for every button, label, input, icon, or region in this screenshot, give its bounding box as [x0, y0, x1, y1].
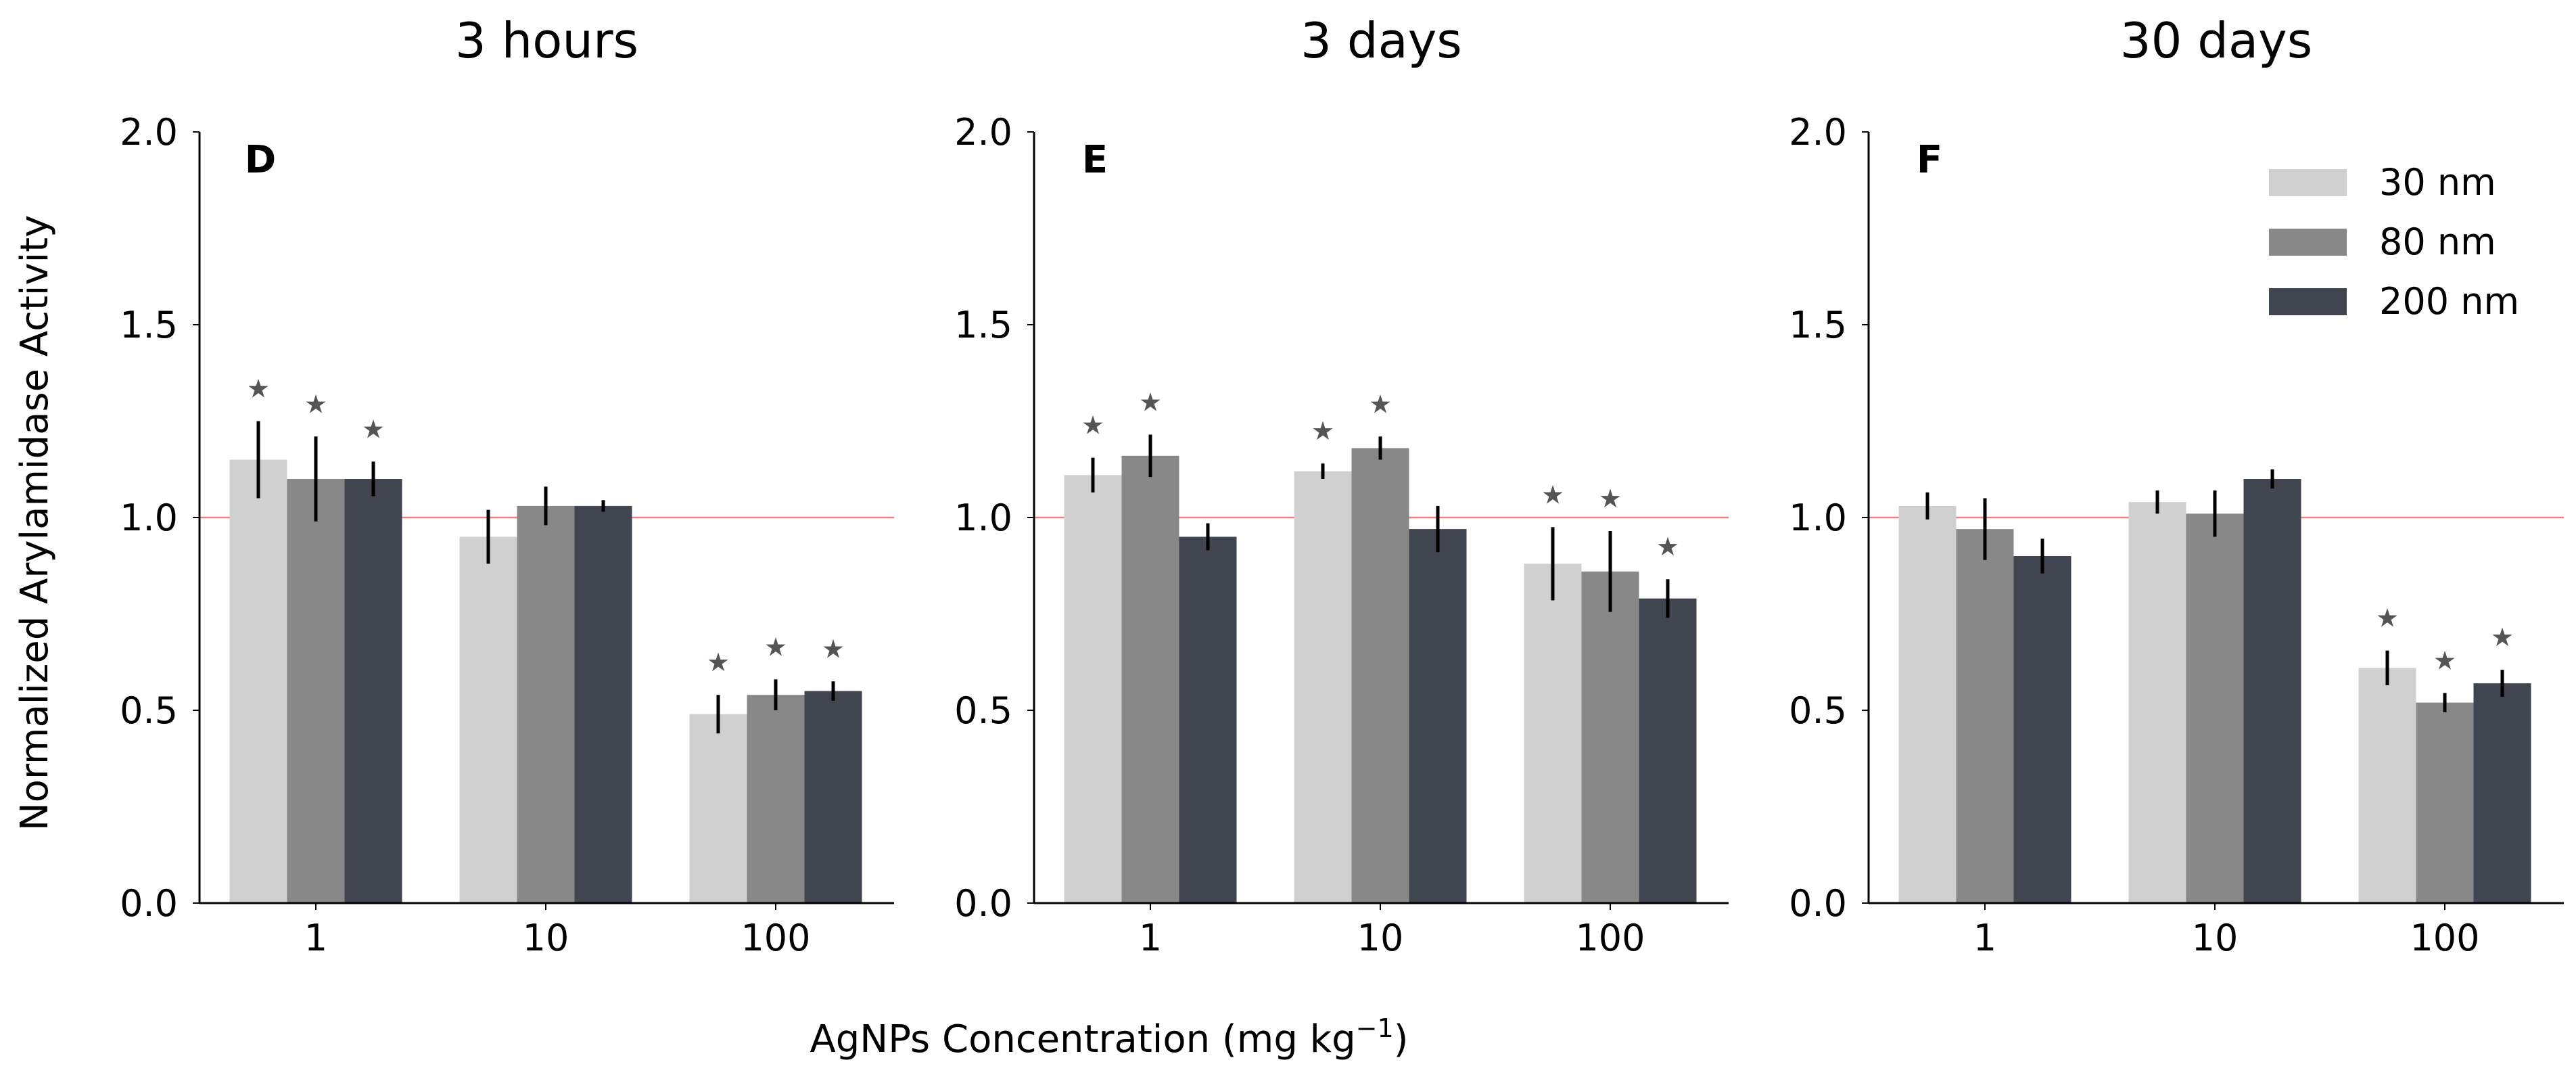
bar	[1351, 448, 1409, 903]
y-tick-label: 1.0	[120, 497, 178, 539]
significance-star: ★	[1139, 387, 1162, 417]
bar	[1524, 564, 1582, 903]
bar	[689, 714, 747, 903]
significance-star: ★	[707, 647, 730, 677]
panel-letter: F	[1917, 138, 1942, 182]
x-tick-label: 100	[2410, 917, 2479, 959]
bar	[344, 479, 402, 903]
y-axis-title: Normalized Arylamidase Activity	[13, 215, 57, 831]
y-tick-label: 2.0	[1789, 111, 1847, 154]
bar	[2473, 683, 2531, 903]
y-tick-label: 0.0	[120, 882, 178, 925]
chart-panel: 30 days F 0.0 0.5 1.0 1.5 2.0 1 10 ★ ★ ★ 100	[1789, 12, 2564, 959]
bar	[804, 691, 862, 903]
significance-star: ★	[822, 634, 845, 664]
y-tick-label: 2.0	[120, 111, 178, 154]
x-tick-label: 100	[1575, 917, 1645, 959]
significance-star: ★	[1599, 484, 1622, 513]
bar	[747, 695, 805, 903]
panel-title: 3 days	[1301, 12, 1462, 69]
y-tick-label: 1.0	[1789, 497, 1847, 539]
x-tick-label: 10	[523, 917, 569, 959]
significance-star: ★	[362, 414, 385, 444]
legend-label: 30 nm	[2379, 161, 2496, 204]
x-tick-label: 100	[741, 917, 810, 959]
x-axis-title-main: AgNPs Concentration (mg kg	[810, 1017, 1355, 1061]
significance-star: ★	[1081, 411, 1104, 440]
y-tick-label: 1.5	[954, 304, 1012, 346]
legend-swatch	[2269, 169, 2347, 196]
bar	[2416, 702, 2474, 903]
bar	[2013, 556, 2071, 903]
x-axis-title: AgNPs Concentration (mg kg−1)	[810, 1013, 1408, 1061]
x-axis-title-unit-exponent: −1	[1356, 1013, 1394, 1043]
x-tick-label: 10	[1357, 917, 1404, 959]
y-tick-label: 0.5	[1789, 689, 1847, 732]
y-tick-label: 1.0	[954, 497, 1012, 539]
panel-title: 30 days	[2120, 12, 2312, 69]
legend-label: 80 nm	[2379, 221, 2496, 263]
y-tick-label: 0.0	[1789, 882, 1847, 925]
bar	[1064, 475, 1122, 903]
bar	[1956, 529, 2014, 903]
x-axis-title-end: )	[1394, 1017, 1409, 1061]
chart-panel: 3 hours D 0.0 0.5 1.0 1.5 2.0 ★ ★ ★ 1 10 ★ ★ ★ 100	[120, 12, 894, 959]
bar	[229, 459, 287, 903]
legend: 30 nm 80 nm 200 nm	[2269, 161, 2519, 323]
panel-title: 3 hours	[455, 12, 638, 69]
significance-star: ★	[2433, 645, 2456, 675]
bar	[2186, 513, 2244, 903]
y-tick-label: 2.0	[954, 111, 1012, 154]
bar	[2243, 479, 2301, 903]
bar	[1409, 529, 1467, 903]
significance-star: ★	[304, 389, 327, 419]
bar	[1898, 505, 1957, 903]
significance-star: ★	[1369, 389, 1392, 419]
significance-star: ★	[1541, 480, 1564, 509]
significance-star: ★	[247, 374, 270, 404]
bar	[517, 505, 575, 903]
x-tick-label: 1	[304, 917, 327, 959]
y-tick-label: 1.5	[1789, 304, 1847, 346]
legend-label: 200 nm	[2379, 280, 2519, 323]
significance-star: ★	[1656, 532, 1679, 561]
bar	[1179, 536, 1237, 903]
y-tick-label: 0.5	[954, 689, 1012, 732]
legend-swatch	[2269, 288, 2347, 315]
panel-letter: D	[245, 138, 276, 182]
y-tick-label: 0.0	[954, 882, 1012, 925]
bar	[459, 536, 517, 903]
y-tick-label: 1.5	[120, 304, 178, 346]
bar	[287, 479, 345, 903]
significance-star: ★	[2376, 603, 2399, 633]
significance-star: ★	[764, 632, 787, 662]
panel-letter: E	[1082, 138, 1108, 182]
bar	[2128, 502, 2186, 903]
bar	[1581, 571, 1639, 903]
significance-star: ★	[2491, 622, 2514, 652]
x-tick-label: 1	[1973, 917, 1996, 959]
bar	[2358, 668, 2416, 903]
bar	[1121, 455, 1179, 903]
y-tick-label: 0.5	[120, 689, 178, 732]
chart-panel: 3 days E 0.0 0.5 1.0 1.5 2.0 ★ ★ 1 ★ ★ 10 ★ ★ ★ 100	[954, 12, 1729, 959]
bar	[574, 505, 632, 903]
legend-swatch	[2269, 229, 2347, 256]
bar	[1639, 598, 1697, 903]
x-tick-label: 10	[2192, 917, 2239, 959]
bar	[1294, 471, 1352, 903]
significance-star: ★	[1311, 416, 1334, 446]
x-tick-label: 1	[1139, 917, 1162, 959]
